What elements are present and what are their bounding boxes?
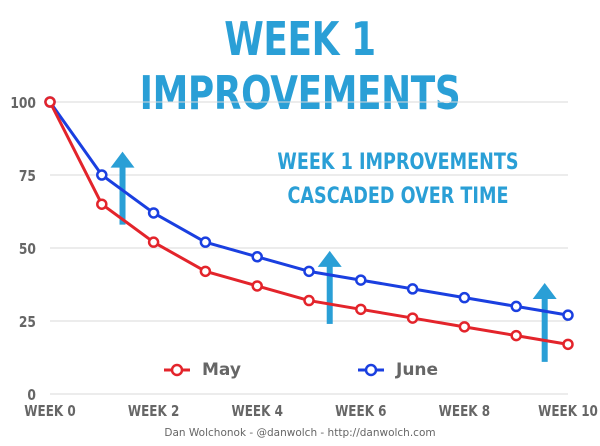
legend-marker-june xyxy=(364,363,378,377)
y-tick-label: 75 xyxy=(19,168,36,185)
arrow-head xyxy=(532,283,557,300)
series-lines xyxy=(44,96,574,351)
chart-annotation: WEEK 1 IMPROVEMENTS CASCADED OVER TIME xyxy=(270,146,526,214)
x-tick-label: WEEK 0 xyxy=(24,403,75,421)
annotation-line-1: WEEK 1 IMPROVEMENTS xyxy=(277,150,519,175)
x-tick-label: WEEK 6 xyxy=(335,403,386,421)
data-point-may xyxy=(355,303,367,316)
data-point-june xyxy=(199,236,212,248)
y-tick-label: 25 xyxy=(19,314,36,331)
annotation-line-2: CASCADED OVER TIME xyxy=(287,184,509,209)
gridlines xyxy=(50,101,568,395)
chart-title: WEEK 1 IMPROVEMENTS xyxy=(139,12,461,120)
data-point-june xyxy=(562,309,574,321)
data-point-june xyxy=(510,300,522,313)
data-point-june xyxy=(96,169,108,181)
data-point-may xyxy=(510,329,522,342)
x-axis-ticks: WEEK 0 WEEK 2 WEEK 4 WEEK 6 WEEK 8 WEEK 10 xyxy=(24,403,598,421)
improvement-arrows xyxy=(110,151,557,362)
data-point-june xyxy=(458,291,471,304)
arrow-shaft xyxy=(119,165,126,225)
arrow-head xyxy=(110,151,135,168)
data-point-may xyxy=(96,198,108,210)
x-tick-label: WEEK 8 xyxy=(439,403,490,421)
credit-text: Dan Wolchonok - @danwolch - http://danwo… xyxy=(164,427,436,439)
series-line-may xyxy=(48,101,569,346)
x-tick-label: WEEK 2 xyxy=(128,403,179,421)
data-point-may xyxy=(147,236,160,248)
data-point-may xyxy=(303,294,315,307)
data-point-june xyxy=(303,265,315,278)
legend-label-june: June xyxy=(396,360,439,380)
y-axis-ticks: 0 25 50 75 100 xyxy=(10,95,36,404)
data-point-may xyxy=(199,265,212,278)
data-point-may xyxy=(406,312,419,324)
x-tick-label: WEEK 10 xyxy=(538,403,598,421)
data-point-may xyxy=(44,96,56,108)
y-tick-label: 100 xyxy=(10,95,36,112)
data-point-june xyxy=(355,274,367,286)
legend xyxy=(164,363,384,377)
y-tick-label: 0 xyxy=(27,387,36,404)
data-point-june xyxy=(406,283,419,295)
data-point-june xyxy=(251,251,263,263)
arrow-shaft xyxy=(326,264,333,324)
data-point-may xyxy=(562,338,574,351)
data-point-may xyxy=(251,280,263,292)
data-point-june xyxy=(147,207,160,219)
y-tick-label: 50 xyxy=(19,241,36,258)
arrow-shaft xyxy=(541,297,548,362)
legend-marker-may xyxy=(170,363,184,377)
arrow-head xyxy=(317,250,342,267)
legend-label-may: May xyxy=(202,360,241,380)
data-point-may xyxy=(458,321,471,333)
x-tick-label: WEEK 4 xyxy=(231,403,282,421)
